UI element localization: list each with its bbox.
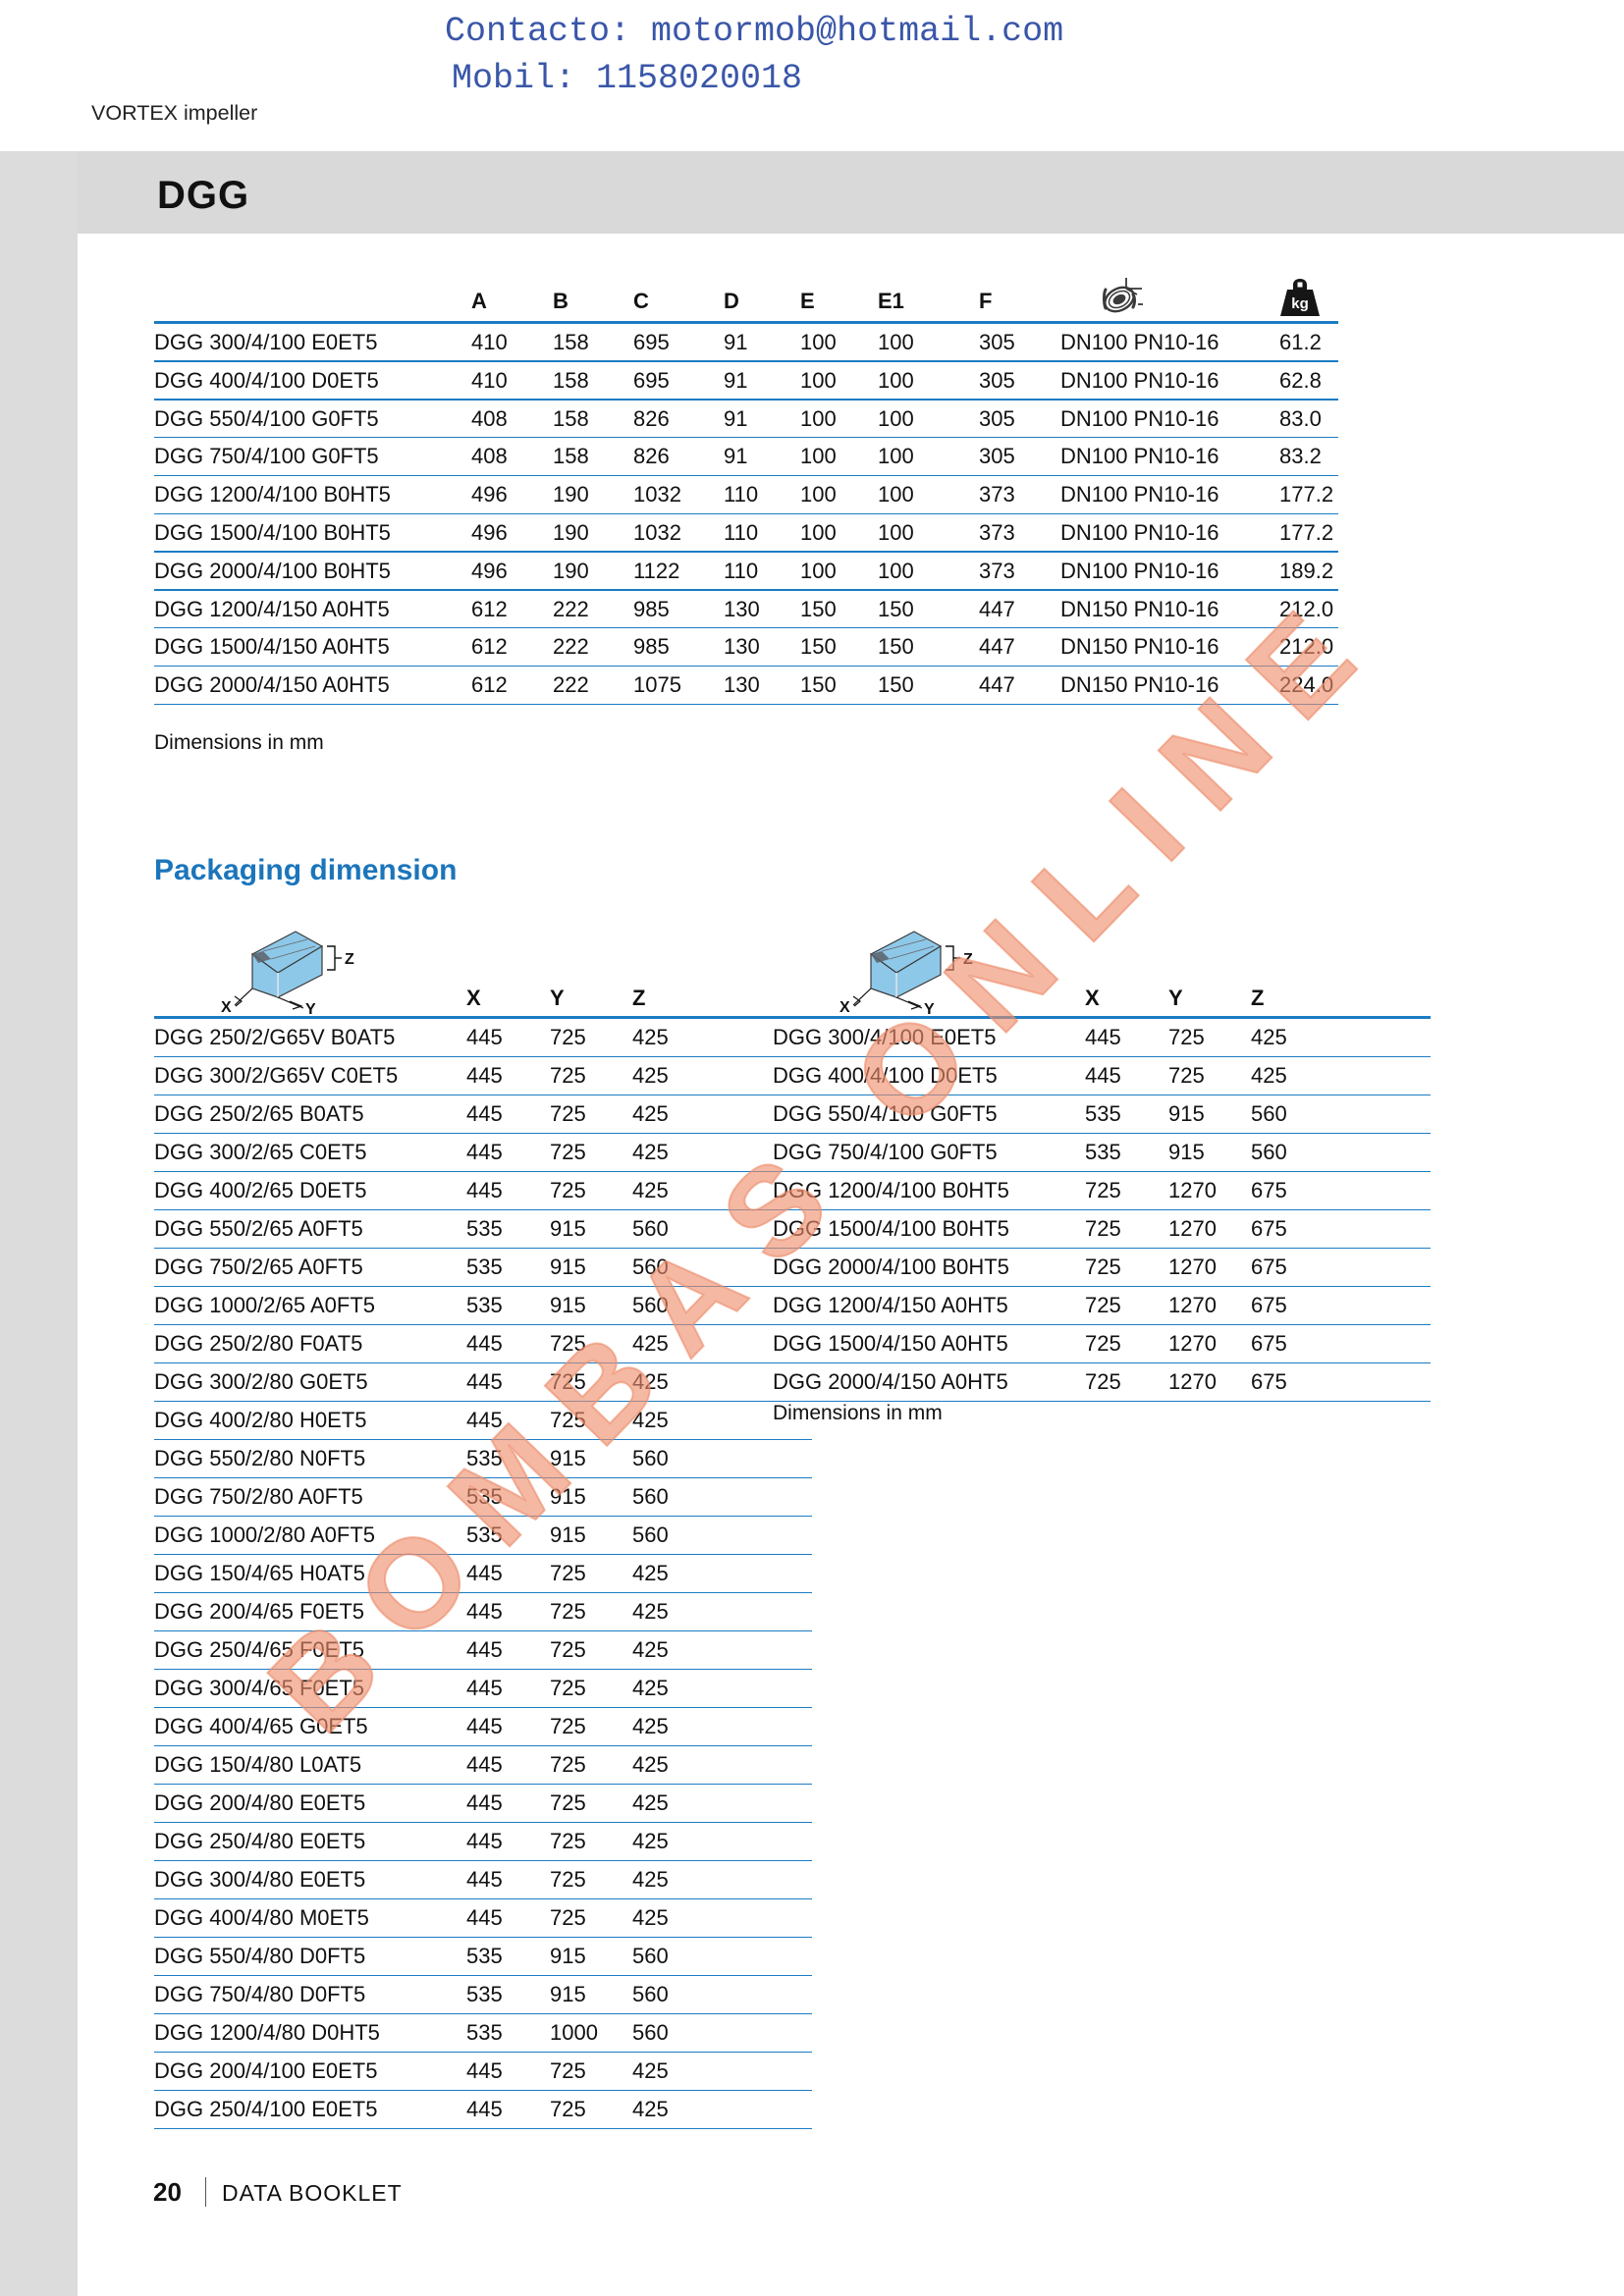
- svg-text:Z: Z: [345, 951, 354, 968]
- svg-text:kg: kg: [1291, 295, 1309, 312]
